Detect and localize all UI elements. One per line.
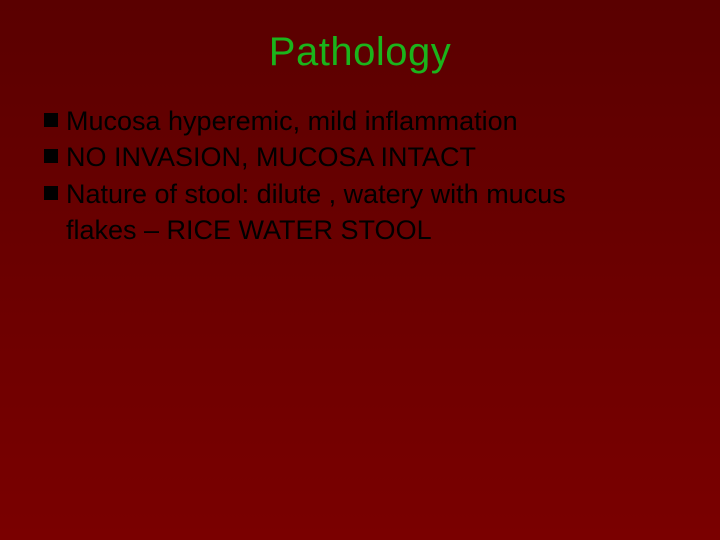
bullet-continuation: flakes – RICE WATER STOOL <box>44 212 680 248</box>
bullet-text: Mucosa hyperemic, mild inflammation <box>66 103 518 139</box>
bullet-icon <box>44 113 58 127</box>
bullet-text: Nature of stool: dilute , watery with mu… <box>66 176 566 212</box>
bullet-icon <box>44 149 58 163</box>
list-item: NO INVASION, MUCOSA INTACT <box>44 139 680 175</box>
bullet-text: NO INVASION, MUCOSA INTACT <box>66 139 476 175</box>
list-item: Nature of stool: dilute , watery with mu… <box>44 176 680 212</box>
slide-content: Mucosa hyperemic, mild inflammation NO I… <box>40 103 680 249</box>
slide: Pathology Mucosa hyperemic, mild inflamm… <box>0 0 720 540</box>
list-item: Mucosa hyperemic, mild inflammation <box>44 103 680 139</box>
slide-title: Pathology <box>40 30 680 75</box>
bullet-icon <box>44 186 58 200</box>
